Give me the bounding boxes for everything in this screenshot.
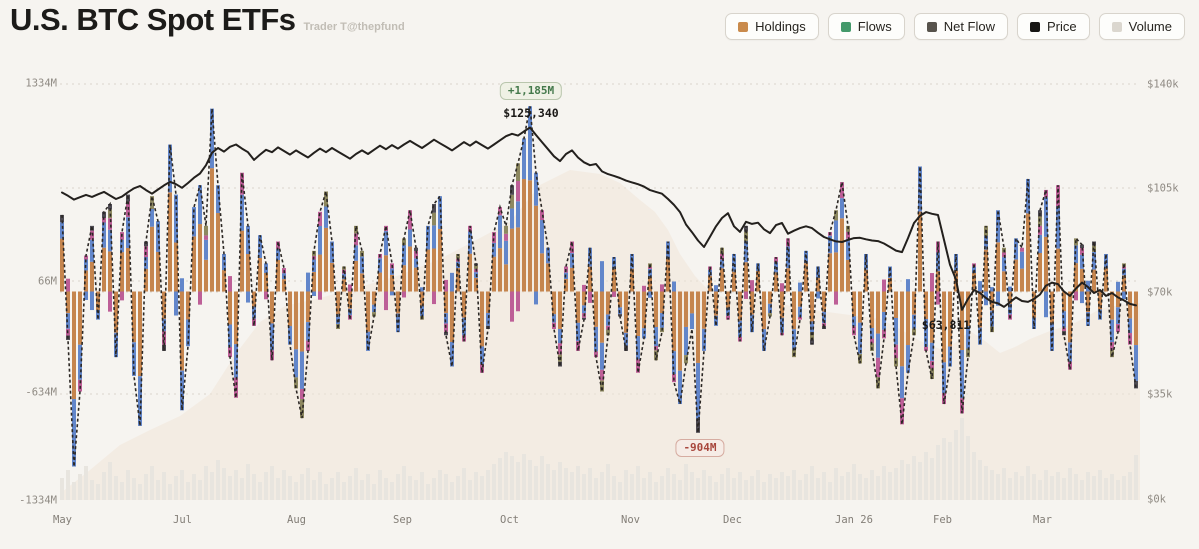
left-axis-tick: 66M [38,276,57,288]
price-low-label: $63,811 [921,318,971,332]
x-axis-tick: Jan 26 [835,514,873,526]
x-axis-tick: Aug [287,514,306,526]
author-credit: Trader T@thepfund [303,21,405,33]
page-title: U.S. BTC Spot ETFs [10,2,296,37]
left-axis-tick: 1334M [25,78,57,90]
legend-label-price: Price [1047,19,1077,34]
right-axis-tick: $35k [1147,389,1173,401]
holdings-color-chip [738,21,749,32]
left-axis-tick: -1334M [19,495,57,507]
x-axis-tick: Oct [500,514,519,526]
x-axis-tick: Feb [933,514,952,526]
x-axis-tick: Nov [621,514,640,526]
legend-label-volume: Volume [1128,19,1172,34]
legend-button-volume[interactable]: Volume [1098,13,1185,40]
chart-header: U.S. BTC Spot ETFs Trader T@thepfund [10,2,405,38]
right-axis-tick: $105k [1147,183,1179,195]
legend-bar: Holdings Flows Net Flow Price Volume [725,13,1185,40]
legend-button-holdings[interactable]: Holdings [725,13,819,40]
price-color-chip [1030,21,1040,32]
x-axis-tick: Sep [393,514,412,526]
right-axis-tick: $140k [1147,79,1179,91]
right-axis-tick: $70k [1147,287,1173,299]
x-axis-tick: Jul [173,514,192,526]
legend-label-holdings: Holdings [755,19,806,34]
legend-button-price[interactable]: Price [1017,13,1090,40]
left-axis-tick: -634M [25,387,57,399]
legend-button-flows[interactable]: Flows [827,13,905,40]
price-at-peak-label: $125,340 [503,106,559,120]
x-axis-tick: Mar [1033,514,1052,526]
volume-color-chip [1111,21,1122,32]
min-flow-badge: -904M [675,439,725,457]
flows-color-chip [840,21,851,32]
legend-label-flows: Flows [857,19,892,34]
legend-button-netflow[interactable]: Net Flow [913,13,1008,40]
right-axis-tick: $0k [1147,494,1167,506]
x-axis-tick: Dec [723,514,742,526]
legend-label-netflow: Net Flow [943,19,995,34]
max-flow-badge: +1,185M [499,82,563,100]
x-axis-tick: May [53,514,72,526]
netflow-color-chip [926,21,937,32]
